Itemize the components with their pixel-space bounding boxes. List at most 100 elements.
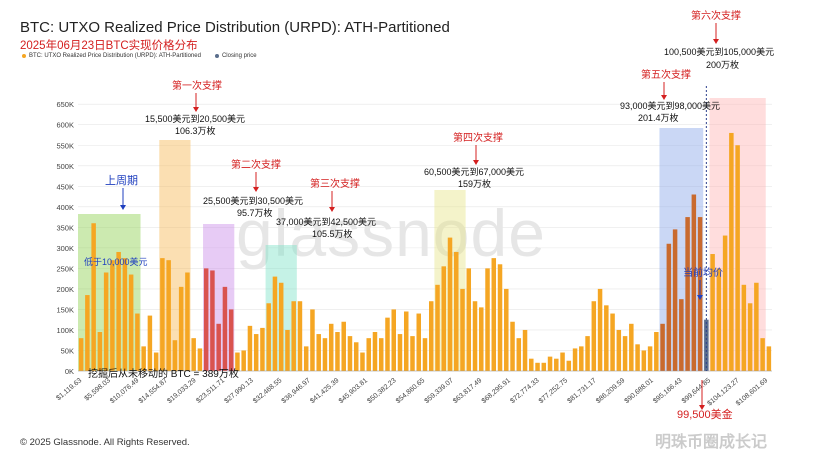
bar [128, 274, 134, 371]
bar [535, 362, 540, 371]
annotation-support-5: 第五次支撑 [641, 68, 691, 81]
bar [378, 338, 384, 371]
arrow-current-avg-head [697, 295, 703, 300]
bar [216, 323, 221, 371]
bar [429, 301, 434, 371]
bar [741, 284, 747, 371]
bar [266, 303, 271, 371]
bar [366, 338, 371, 371]
annotation-support-4: 第四次支撑 [453, 131, 503, 144]
bar [454, 251, 459, 371]
bar [103, 272, 109, 371]
annotation-support-6-range: 100,500美元到105,000美元 [664, 46, 774, 57]
bar [691, 194, 697, 371]
bar [310, 309, 315, 371]
x-tick-label: $77,252.75 [538, 377, 569, 405]
bar [622, 336, 628, 371]
bar [747, 303, 753, 371]
annotation-support-1-range: 15,500美元到20,500美元 [145, 113, 245, 124]
bar [403, 311, 409, 371]
bar [760, 338, 765, 371]
x-tick-label: $54,860.65 [395, 377, 426, 405]
bar [479, 307, 484, 371]
x-tick-label: $19,033.29 [166, 377, 197, 405]
bar [322, 338, 328, 371]
bar [472, 301, 478, 371]
x-tick-label: $63,817.49 [452, 377, 483, 405]
annotation-support-1: 第一次支撑 [172, 79, 222, 92]
y-tick-label: 650K [56, 100, 74, 109]
bar [735, 145, 740, 371]
bar [316, 334, 321, 371]
bar [497, 264, 503, 371]
legend-urpd-dot [22, 54, 26, 58]
x-tick-label: $32,468.55 [252, 377, 283, 405]
bar [660, 323, 665, 371]
bar [78, 338, 84, 371]
bar [491, 258, 497, 371]
bar [441, 266, 447, 371]
bar [91, 223, 96, 371]
legend-closing-label: Closing price [221, 53, 257, 59]
legend-urpd-label: BTC: UTXO Realized Price Distribution (U… [29, 53, 201, 59]
bar [766, 346, 772, 371]
annotation-support-2-amount: 95.7万枚 [237, 207, 273, 218]
x-tick-label: $95,166.43 [652, 377, 683, 405]
bar [466, 268, 472, 371]
bar [510, 321, 515, 371]
bar [654, 332, 659, 371]
x-tick-label: $50,382.23 [366, 377, 397, 405]
bar [460, 288, 465, 371]
x-tick-label: $14,554.87 [138, 377, 169, 405]
bar [704, 319, 709, 371]
bar [435, 284, 440, 371]
bar [153, 352, 159, 371]
y-tick-label: 500K [56, 162, 74, 171]
annotation-support-2-range: 25,500美元到30,500美元 [203, 195, 303, 206]
bar [303, 346, 309, 371]
annotation-support-4-range: 60,500美元到67,000美元 [424, 166, 524, 177]
x-tick-label: $27,990.13 [223, 377, 254, 405]
arrow-last-week-head [120, 205, 126, 210]
arrow-support-5-head [661, 95, 667, 100]
bar [372, 332, 378, 371]
bar [529, 358, 534, 371]
bar [604, 305, 609, 371]
bar [116, 251, 121, 371]
y-tick-label: 400K [56, 203, 74, 212]
annotation-support-4-amount: 159万枚 [458, 178, 491, 189]
annotation-closing-price: 99,500美金 [677, 407, 733, 421]
bar [641, 350, 647, 371]
annotation-support-1-amount: 106.3万枚 [175, 125, 216, 136]
glassnode-watermark: glassnode [236, 196, 546, 270]
y-tick-label: 450K [56, 182, 74, 191]
arrow-support-3-head [329, 207, 335, 212]
bar [616, 329, 622, 371]
annotation-support-3: 第三次支撑 [310, 177, 360, 190]
annotation-support-6-amount: 200万枚 [706, 59, 739, 70]
bar [729, 132, 734, 371]
bar [541, 362, 547, 371]
bar [185, 272, 190, 371]
bar [197, 348, 203, 371]
y-tick-label: 550K [56, 141, 74, 150]
bar [585, 336, 590, 371]
x-tick-label: $81,731.17 [566, 377, 597, 405]
x-tick-label: $108,601.69 [735, 377, 769, 407]
x-tick-label: $23,511.71 [195, 377, 226, 405]
bar [160, 258, 165, 371]
legend-closing-dot [214, 54, 219, 58]
arrow-support-6-head [713, 39, 719, 44]
x-tick-label: $90,688.01 [624, 377, 655, 405]
bar [685, 217, 690, 371]
x-tick-label: $10,076.49 [109, 377, 140, 405]
bar [135, 313, 140, 371]
annotation-unmoved-btc: 挖掘后从未移动的 BTC = 389万枚 [88, 367, 239, 380]
x-tick-label: $5,598.03 [84, 377, 112, 402]
bar [629, 323, 634, 371]
y-tick-label: 200K [56, 285, 74, 294]
x-tick-label: $36,946.97 [281, 377, 312, 405]
y-tick-label: 150K [56, 305, 74, 314]
bar [260, 327, 265, 371]
bar [122, 258, 128, 371]
